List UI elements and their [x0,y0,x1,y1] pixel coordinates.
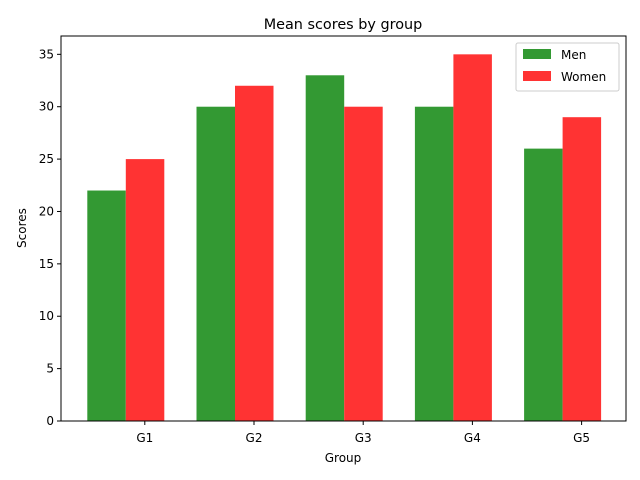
x-tick-label-g4: G4 [464,431,481,445]
bar-women-g2 [235,85,274,421]
bar-men-g1 [87,190,126,421]
plot-frame [60,35,627,422]
bar-women-g3 [344,106,383,421]
bar-women-g5 [562,117,602,421]
legend-swatch-women [523,71,551,81]
bar-men-g2 [196,106,235,421]
x-axis-title: Group [325,451,362,465]
bar-women-g1 [125,159,165,421]
bar-men-g4 [414,106,454,421]
legend-label-men: Men [561,48,586,62]
y-tick-label: 20 [39,204,54,218]
legend: Men Women [515,42,620,92]
x-tick-label-g5: G5 [573,431,590,445]
x-tick-label-g2: G2 [246,431,263,445]
y-tick-label: 25 [39,152,54,166]
y-axis: 0 5 10 15 20 25 30 35 [39,47,61,428]
y-tick-label: 5 [46,362,54,376]
bar-women-g4 [453,54,492,421]
y-tick-label: 10 [39,309,54,323]
x-axis: G1 G2 G3 G4 G5 [136,421,590,445]
legend-swatch-men [523,49,551,59]
chart-title: Mean scores by group [264,17,423,33]
bar-men-g3 [305,75,345,422]
legend-label-women: Women [561,70,606,84]
y-axis-title: Scores [15,208,29,248]
y-tick-label: 30 [39,100,54,114]
y-tick-label: 0 [46,414,54,428]
y-tick-label: 15 [39,257,54,271]
bar-men-g5 [524,148,563,421]
x-tick-label-g3: G3 [355,431,372,445]
y-tick-label: 35 [39,47,54,61]
x-tick-label-g1: G1 [136,431,153,445]
bars-group [87,54,602,422]
